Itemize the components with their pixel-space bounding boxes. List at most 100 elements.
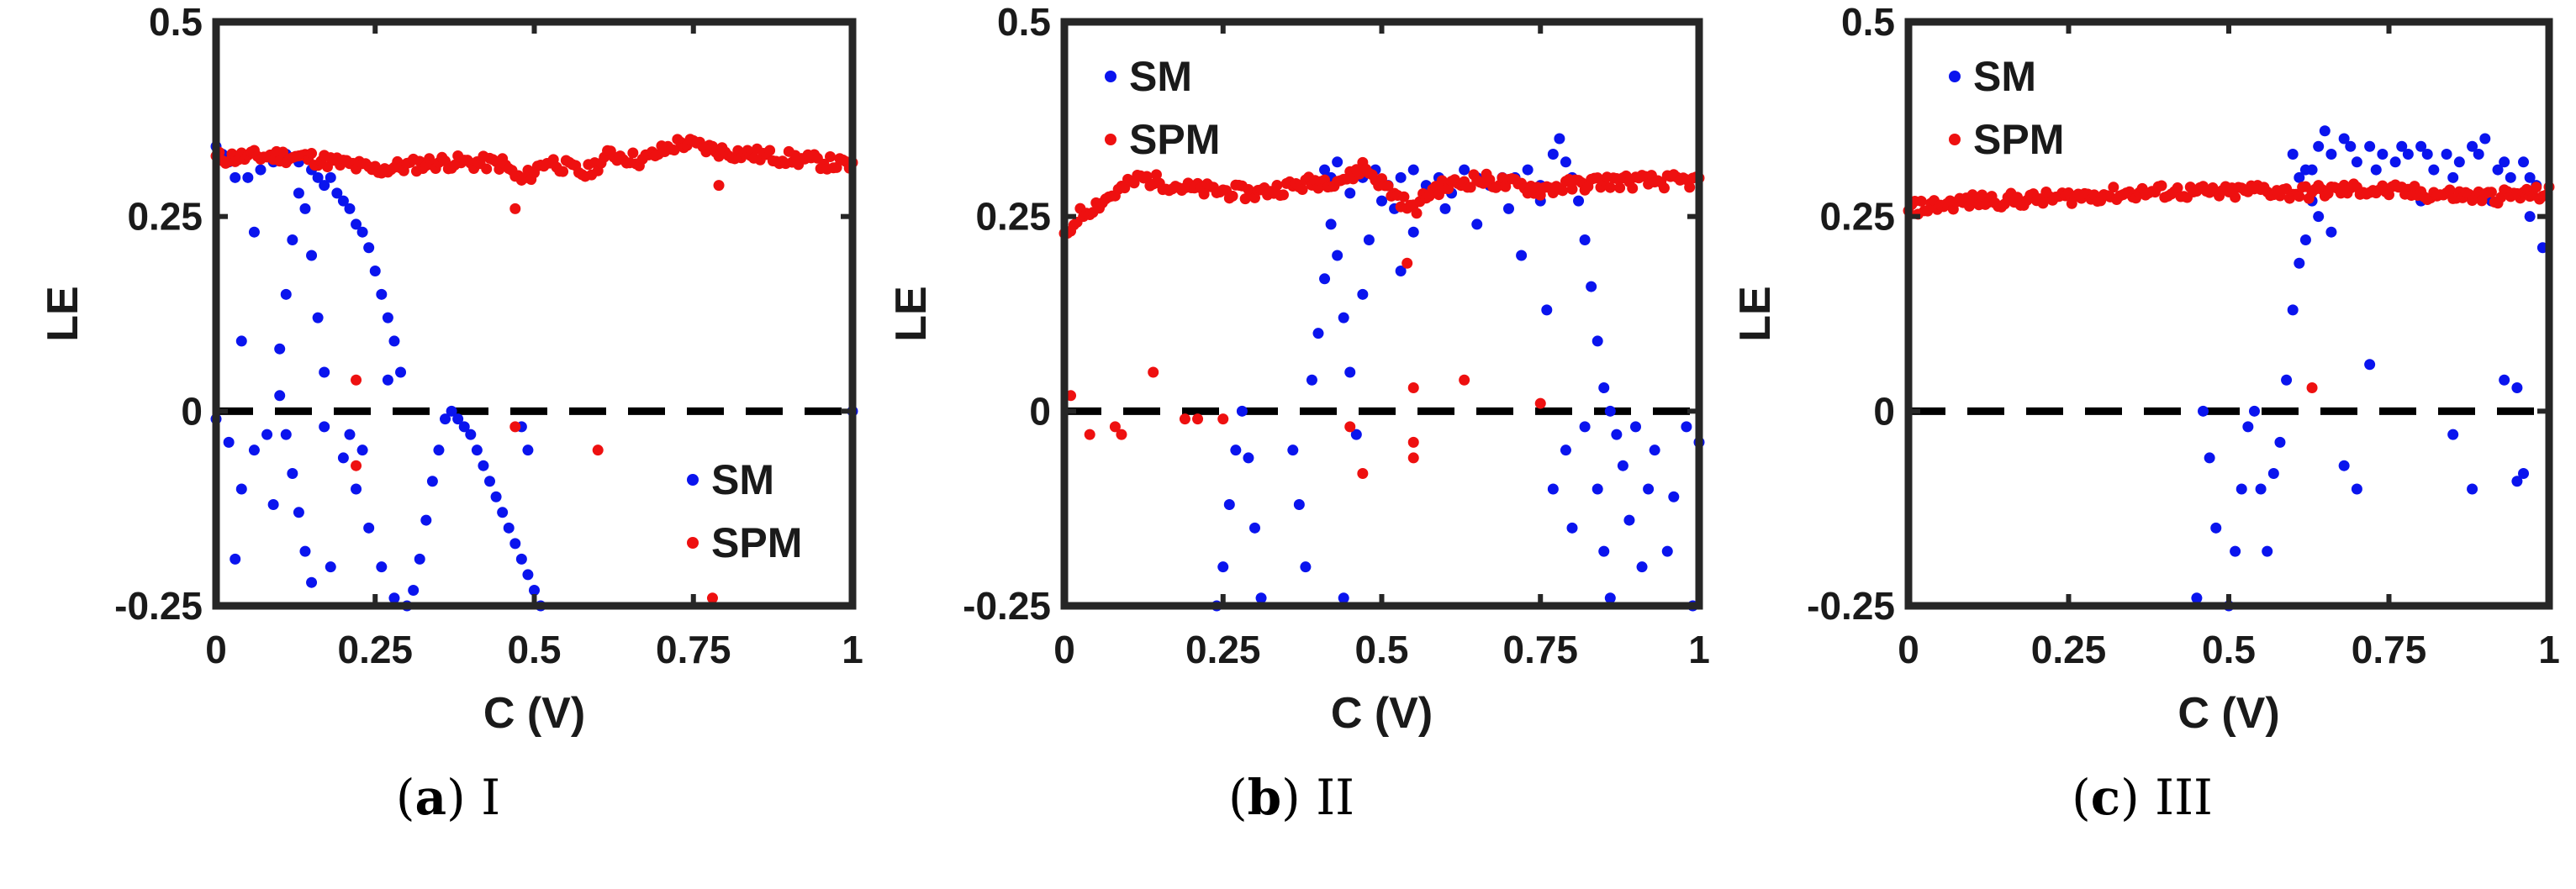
sm-point	[2255, 483, 2267, 495]
sm-point	[267, 499, 279, 511]
sm-point	[2248, 405, 2260, 417]
sm-point	[426, 476, 438, 487]
sm-point	[2299, 234, 2311, 245]
sm-point	[2325, 226, 2337, 238]
caption-b: (b) II	[1227, 769, 1355, 826]
spm-band-point	[2108, 181, 2119, 193]
sm-point	[325, 171, 336, 183]
y-tick-label: 0.5	[1841, 0, 1895, 44]
sm-point	[2389, 156, 2401, 168]
sm-point	[1217, 561, 1229, 573]
sm-point	[312, 171, 324, 183]
sm-point	[1560, 444, 1571, 456]
x-tick-label: 0.5	[508, 628, 562, 671]
spm-band-point	[1227, 190, 1238, 202]
sm-point	[230, 171, 241, 183]
sm-point	[2453, 156, 2465, 168]
sm-point	[2505, 171, 2516, 183]
sm-point	[242, 171, 254, 183]
sm-point	[2402, 149, 2414, 160]
caption-c: (c) III	[2072, 769, 2213, 826]
spm-band-point	[825, 151, 837, 163]
sm-point	[1579, 421, 1591, 433]
sm-point	[1681, 421, 1692, 433]
spm-band-point	[627, 147, 639, 159]
sm-point	[1617, 460, 1628, 471]
sm-point	[2377, 149, 2389, 160]
spm-point	[1344, 421, 1356, 433]
x-tick-label: 0	[1898, 628, 1919, 671]
spm-point	[1217, 413, 1229, 425]
sm-point	[2421, 149, 2433, 160]
sm-point	[1661, 545, 1673, 557]
sm-point	[280, 429, 292, 440]
sm-point	[1357, 288, 1369, 300]
sm-point	[509, 538, 521, 550]
spm-point	[1534, 397, 1546, 409]
sm-point	[446, 405, 457, 417]
spm-point	[1148, 366, 1159, 378]
y-tick-label: 0.25	[1819, 195, 1895, 239]
sm-point	[1407, 164, 1419, 176]
sm-point	[484, 476, 496, 487]
sm-point	[287, 234, 298, 245]
spm-band-point	[1658, 182, 1670, 194]
sm-point	[1363, 234, 1375, 245]
sm-point	[2524, 171, 2536, 183]
sm-point	[1636, 561, 1648, 573]
sm-point	[1630, 421, 1641, 433]
sm-point	[1338, 312, 1349, 324]
sm-point	[515, 553, 527, 565]
sm-point	[1395, 266, 1407, 277]
sm-point	[1350, 429, 1362, 440]
x-tick-label: 0	[1053, 628, 1075, 671]
sm-point	[522, 444, 534, 456]
sm-point	[2441, 149, 2452, 160]
spm-band-point	[1198, 188, 1210, 200]
x-tick-label: 0.75	[656, 628, 731, 671]
spm-band-point	[2156, 180, 2167, 192]
legend-spm-label: SPM	[1973, 116, 2064, 163]
sm-point	[2281, 374, 2293, 386]
legend: SM SPM	[1949, 53, 2064, 163]
sm-point	[478, 460, 489, 471]
caption-a-label: a	[414, 769, 447, 826]
sm-point	[363, 522, 375, 534]
x-tick-label: 1	[842, 628, 863, 671]
sm-point	[356, 444, 368, 456]
sm-point	[280, 288, 292, 300]
sm-point	[1325, 218, 1337, 230]
legend-sm-label: SM	[1973, 53, 2036, 100]
caption-b-roman: II	[1316, 769, 1355, 826]
sm-point	[1293, 499, 1305, 511]
sm-point	[2306, 164, 2318, 176]
sm-point	[2204, 452, 2215, 464]
sm-point	[2447, 429, 2459, 440]
legend-spm-label: SPM	[711, 519, 802, 566]
legend-spm-marker	[687, 537, 699, 549]
sm-point	[376, 561, 388, 573]
spm-point	[1116, 429, 1127, 440]
spm-band-point	[1411, 208, 1423, 219]
spm-band-point	[2444, 184, 2456, 196]
x-axis-label: C (V)	[483, 689, 585, 738]
spm-point	[351, 460, 362, 471]
sm-point	[351, 218, 362, 230]
spm-point	[713, 180, 725, 192]
sm-point	[255, 164, 267, 176]
spm-series	[1058, 156, 1705, 479]
x-axis-label: C (V)	[1331, 689, 1433, 738]
sm-point	[388, 592, 400, 604]
sm-point	[433, 444, 445, 456]
sm-point	[2428, 164, 2440, 176]
sm-point	[2447, 171, 2459, 183]
legend: SM SPM	[1105, 53, 1220, 163]
sm-point	[1598, 545, 1610, 557]
sm-point	[2511, 382, 2523, 394]
spm-band-point	[1398, 191, 1410, 203]
sm-point	[2499, 156, 2510, 168]
sm-point	[306, 250, 318, 261]
spm-band-point	[1465, 181, 1476, 193]
sm-point	[1541, 304, 1553, 316]
x-tick-label: 0.25	[2031, 628, 2107, 671]
